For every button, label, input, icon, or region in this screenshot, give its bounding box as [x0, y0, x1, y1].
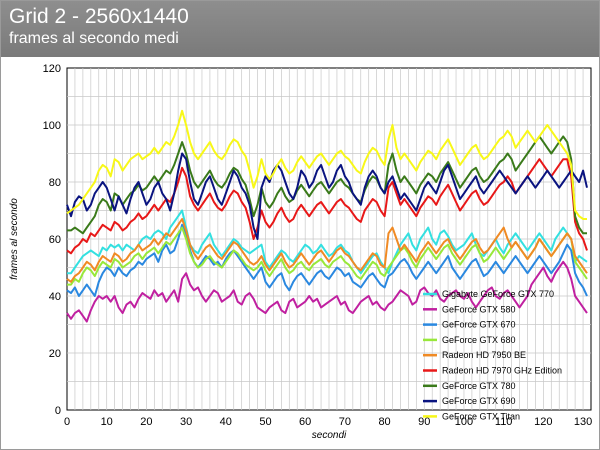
- series-line-7: [67, 135, 587, 235]
- y-tick-label: 60: [49, 234, 61, 246]
- x-tick-label: 70: [339, 416, 351, 428]
- y-axis-title: frames al secondo: [9, 198, 20, 280]
- series-line-2: [66, 260, 588, 323]
- y-tick-label: 40: [49, 291, 61, 303]
- x-tick-labels: 0 10 20 30 40 50 60 70 80 90 100 110 120 130: [64, 416, 592, 428]
- x-tick-label: 0: [64, 416, 70, 428]
- legend-label: GeForce GTX Titan: [442, 411, 520, 421]
- x-tick-label: 80: [378, 416, 390, 428]
- legend-label: GeForce GTX 690: [442, 396, 516, 406]
- series-line-5: [66, 218, 588, 283]
- y-tick-label: 80: [49, 177, 61, 189]
- x-tick-label: 60: [299, 416, 311, 428]
- x-axis-title: secondi: [312, 430, 347, 441]
- line-chart: 0 20 40 60 80 100 120 0 10 20 30 40 50 60 70 80 90 100 11…: [9, 63, 592, 441]
- x-tick-label: 50: [259, 416, 271, 428]
- y-tick-label: 20: [49, 348, 61, 360]
- chart-header: Grid 2 - 2560x1440 frames al secondo med…: [1, 1, 599, 57]
- series-line-9: [66, 109, 587, 220]
- y-tick-label: 120: [43, 63, 61, 75]
- y-tick-label: 0: [55, 405, 61, 417]
- series-line-1: [67, 209, 588, 275]
- x-tick-label: 120: [534, 416, 552, 428]
- chart-title: Grid 2 - 2560x1440: [9, 5, 189, 28]
- series-line-8: [66, 152, 588, 240]
- series-line-3: [66, 223, 588, 297]
- x-tick-label: 30: [180, 416, 192, 428]
- chart-subtitle: frames al secondo medi: [9, 30, 179, 47]
- series-line-6: [66, 158, 588, 255]
- x-tick-label: 90: [418, 416, 430, 428]
- legend-label: GeForce GTX 580: [442, 304, 516, 314]
- legend: Gigabyte GeForce GTX 770 GeForce GTX 580 G…: [423, 289, 562, 421]
- legend-label: Radeon HD 7950 BE: [442, 350, 526, 360]
- legend-label: GeForce GTX 670: [442, 320, 516, 330]
- y-tick-labels: 0 20 40 60 80 100 120: [43, 63, 61, 417]
- x-tick-label: 40: [220, 416, 232, 428]
- x-tick-label: 130: [574, 416, 592, 428]
- series-line-4: [67, 226, 588, 286]
- x-tick-label: 110: [495, 416, 513, 428]
- legend-label: GeForce GTX 780: [442, 381, 516, 391]
- series-lines: [66, 109, 588, 323]
- x-tick-label: 100: [455, 416, 473, 428]
- y-tick-label: 100: [43, 120, 61, 132]
- legend-label: Gigabyte GeForce GTX 770: [442, 289, 554, 299]
- legend-label: Radeon HD 7970 GHz Edition: [442, 366, 562, 376]
- legend-label: GeForce GTX 680: [442, 335, 516, 345]
- x-tick-label: 20: [140, 416, 152, 428]
- x-tick-label: 10: [101, 416, 113, 428]
